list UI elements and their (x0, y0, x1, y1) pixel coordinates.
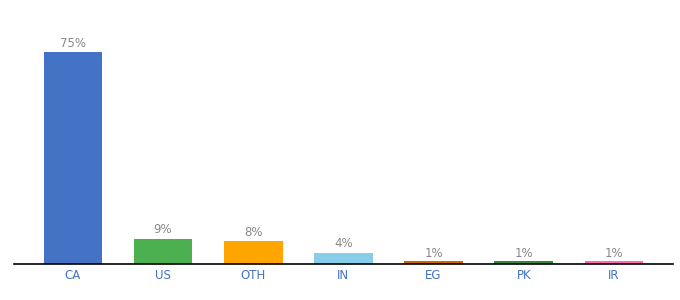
Bar (585, 261, 643, 264)
Text: 75%: 75% (60, 37, 86, 50)
Text: 1%: 1% (605, 247, 624, 260)
Text: 9%: 9% (154, 223, 172, 236)
Bar (44, 52, 102, 264)
Bar (314, 253, 373, 264)
Text: 1%: 1% (424, 247, 443, 260)
Bar (134, 238, 192, 264)
Bar (494, 261, 553, 264)
Bar (405, 261, 463, 264)
Text: 1%: 1% (515, 247, 533, 260)
Bar (224, 242, 282, 264)
Text: 8%: 8% (244, 226, 262, 239)
Text: 4%: 4% (334, 237, 353, 250)
